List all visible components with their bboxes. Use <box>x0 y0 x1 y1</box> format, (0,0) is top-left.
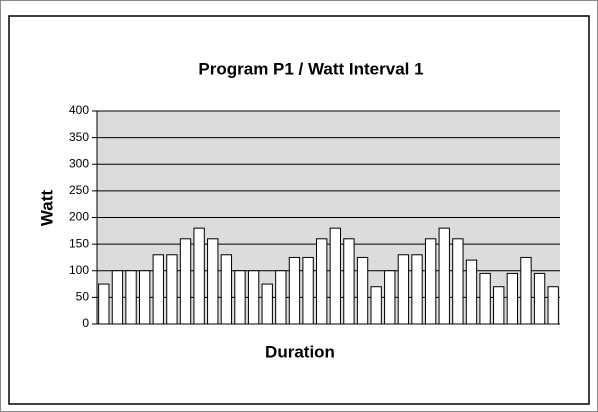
bar <box>452 238 464 325</box>
y-axis-label: Watt <box>37 190 56 227</box>
y-tick-label: 250 <box>69 183 89 197</box>
bar <box>316 238 328 325</box>
y-tick-label: 400 <box>69 103 89 117</box>
bar <box>193 227 205 325</box>
bar <box>465 259 478 325</box>
bar <box>234 270 246 325</box>
bar <box>166 254 178 325</box>
bar <box>493 286 505 325</box>
bar <box>411 254 423 325</box>
bar <box>506 272 519 325</box>
bar <box>424 238 437 325</box>
bar <box>438 227 450 325</box>
x-axis-label: Duration <box>265 342 335 361</box>
bar <box>533 272 546 325</box>
bar <box>302 256 314 325</box>
bar <box>397 254 410 325</box>
bar <box>288 256 301 325</box>
y-tick-label: 50 <box>76 290 90 304</box>
bar <box>479 272 491 325</box>
y-tick-label: 200 <box>69 210 89 224</box>
y-tick-label: 350 <box>69 130 89 144</box>
y-tick-label: 100 <box>69 263 89 277</box>
bar <box>179 238 192 325</box>
bar <box>247 270 260 325</box>
bar <box>220 254 233 325</box>
bar <box>261 283 273 325</box>
bar <box>329 227 341 325</box>
bar <box>343 238 355 325</box>
y-tick-label: 150 <box>69 236 89 250</box>
bar <box>98 283 110 325</box>
chart-title: Program P1 / Watt Interval 1 <box>198 59 423 78</box>
bar <box>384 270 396 325</box>
bar <box>207 238 219 325</box>
bar <box>547 286 559 325</box>
bar <box>370 286 382 325</box>
bar <box>520 256 532 325</box>
y-tick-label: 0 <box>82 316 89 330</box>
bar <box>356 256 369 325</box>
y-tick-label: 300 <box>69 156 89 170</box>
bar <box>111 270 124 325</box>
bar <box>138 270 151 325</box>
bar <box>275 270 287 325</box>
bar <box>152 254 164 325</box>
bar <box>125 270 137 325</box>
